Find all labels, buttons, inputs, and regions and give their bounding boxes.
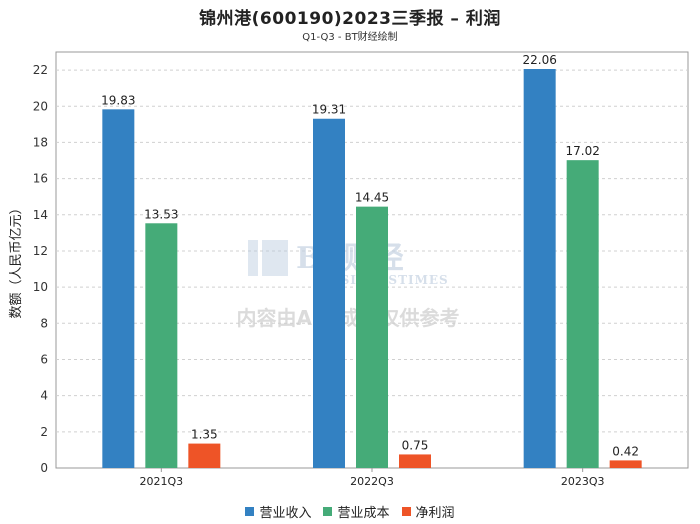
- watermark-logo-mark: [248, 240, 258, 276]
- chart-subtitle: Q1-Q3 - BT财经绘制: [302, 32, 398, 43]
- x-tick-label: 2021Q3: [140, 475, 184, 488]
- legend-swatch-cost: [323, 507, 333, 516]
- bar-value-label: 13.53: [144, 207, 178, 221]
- y-tick-label: 14: [33, 208, 48, 222]
- legend-label-revenue: 营业收入: [259, 506, 312, 521]
- y-axis-label: 数额（人民币亿元）: [9, 201, 24, 318]
- y-tick-label: 6: [40, 352, 48, 366]
- x-tick-label: 2022Q3: [350, 475, 394, 488]
- legend-item-cost[interactable]: 营业成本: [323, 502, 390, 521]
- y-tick-label: 22: [33, 63, 48, 77]
- legend-label-cost: 营业成本: [337, 506, 390, 521]
- legend-item-net-profit[interactable]: 净利润: [401, 502, 455, 521]
- y-tick-label: 8: [40, 316, 48, 330]
- bar-value-label: 19.83: [101, 93, 135, 107]
- legend-swatch-net-profit: [401, 507, 411, 516]
- y-tick-label: 10: [33, 280, 48, 294]
- bar: [102, 109, 135, 468]
- x-tick-label: 2023Q3: [561, 475, 605, 488]
- bar: [188, 443, 221, 468]
- y-tick-label: 0: [40, 461, 48, 475]
- bar-value-label: 22.06: [522, 53, 556, 67]
- legend: 营业收入 营业成本 净利润: [0, 502, 700, 521]
- y-tick-label: 4: [40, 389, 48, 403]
- watermark-logo-mark: [262, 240, 288, 276]
- bar: [399, 454, 431, 468]
- chart-title: 锦州港(600190)2023三季报 – 利润: [199, 9, 501, 29]
- y-tick-label: 16: [33, 172, 48, 186]
- bar-value-label: 17.02: [565, 144, 599, 158]
- bar: [523, 69, 556, 468]
- bar-value-label: 1.35: [191, 428, 218, 442]
- bar: [313, 118, 345, 468]
- bar-chart: 0246810121416182022数额（人民币亿元）BT财经BUSINESS…: [9, 51, 689, 488]
- legend-item-revenue[interactable]: 营业收入: [245, 502, 311, 521]
- legend-swatch-revenue: [245, 507, 255, 516]
- bar: [566, 160, 599, 468]
- bar-value-label: 0.75: [402, 438, 429, 452]
- bar: [145, 223, 178, 468]
- watermark-notice: 内容由AI生成，仅供参考: [237, 306, 460, 330]
- y-tick-label: 20: [33, 99, 48, 113]
- legend-label-net-profit: 净利润: [415, 506, 455, 521]
- bar: [609, 460, 642, 468]
- bar: [356, 206, 388, 468]
- y-tick-label: 12: [33, 244, 48, 258]
- y-tick-label: 2: [40, 425, 48, 439]
- bar-value-label: 19.31: [312, 103, 346, 117]
- bar-value-label: 14.45: [355, 191, 389, 205]
- y-tick-label: 18: [33, 135, 48, 149]
- bar-value-label: 0.42: [612, 444, 639, 458]
